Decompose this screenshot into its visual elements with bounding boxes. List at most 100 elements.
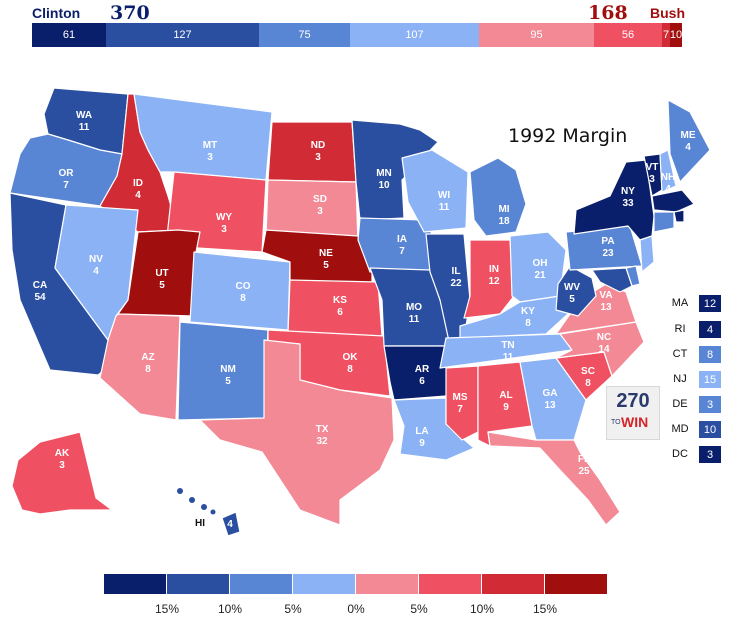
270towin-logo[interactable]: 270 TO WIN [606,386,660,440]
state-label-al: AL 9 [499,390,512,413]
right-candidate-name: Bush [650,5,685,21]
legend-swatch [230,574,292,594]
state-ks[interactable] [287,279,383,337]
state-label-ar: AR 6 [415,364,430,387]
state-label-oh: OH 21 [533,258,548,281]
state-label-ut: UT 5 [155,268,168,291]
state-label-wi: WI 11 [438,190,450,213]
small-state-ev-box: 3 [699,446,721,463]
small-state-ev-box: 15 [699,371,721,388]
state-label-ak: AK 3 [55,448,70,471]
legend-tick: 10% [469,602,495,616]
state-hi[interactable] [221,511,241,537]
state-ma[interactable] [651,189,695,213]
state-ak[interactable] [11,431,113,515]
legend-tick: 0% [347,602,365,616]
state-label-tn: TN 11 [501,340,514,363]
state-label-mi: MI 18 [498,204,510,227]
state-label-ks: KS 6 [333,295,347,318]
state-mt[interactable] [133,93,273,181]
ev-segment-r_tilt: 95 [479,23,594,47]
state-label-ny: NY 33 [621,186,635,209]
state-label-co: CO 8 [236,281,251,304]
state-me[interactable] [667,99,711,183]
state-label-hi-ev: 4 [227,519,233,530]
small-state-ev-box: 8 [699,346,721,363]
state-ct[interactable] [653,211,675,233]
state-label-wa: WA 11 [76,110,92,133]
state-label-il: IL 22 [450,266,462,289]
state-label-mn: MN 10 [376,168,392,191]
small-state-nj[interactable]: NJ 15 [667,371,729,389]
legend-tick: 5% [410,602,428,616]
ev-segment-d_safe: 61 [32,23,106,47]
state-label-la: LA 9 [415,426,428,449]
state-label-va: VA 13 [599,290,612,313]
state-wi[interactable] [401,149,469,233]
legend-swatch [545,574,607,594]
state-md[interactable] [591,267,633,293]
state-label-nv: NV 4 [89,254,103,277]
legend-tick: 15% [532,602,558,616]
state-mn[interactable] [351,119,439,221]
small-state-ct[interactable]: CT 8 [667,346,729,364]
state-label-wy: WY 3 [216,212,232,235]
state-label-ky: KY 8 [521,306,535,329]
ev-segment-r_lean: 56 [594,23,662,47]
state-label-ms: MS 7 [453,392,468,415]
state-mi[interactable] [469,157,527,237]
state-label-tx: TX 32 [316,424,329,447]
logo-number: 270 [616,390,650,412]
small-state-label: RI [674,323,686,335]
state-ri[interactable] [673,209,685,223]
small-state-de[interactable]: DE 3 [667,396,729,414]
state-label-wv: WV 5 [564,282,580,305]
small-state-ri[interactable]: RI 4 [667,321,729,339]
state-label-me: ME 4 [681,130,696,153]
state-nj[interactable] [639,235,655,273]
state-nh[interactable] [659,149,677,193]
state-label-fl: FL 25 [578,454,590,477]
electoral-segments: 61 127 75 107 95 56 7 10 [32,23,682,47]
legend-swatch [167,574,229,594]
small-state-ev-box: 4 [699,321,721,338]
state-tx[interactable] [199,339,395,526]
state-label-ca: CA 54 [33,280,47,303]
ev-segment-r_safe: 10 [670,23,682,47]
state-label-mo: MO 11 [406,302,422,325]
small-state-label: DC [672,448,688,460]
state-label-vt: VT 3 [646,162,659,185]
state-label-az: AZ 8 [141,352,154,375]
ev-segment-d_tilt: 107 [350,23,479,47]
left-candidate-name: Clinton [32,5,81,21]
small-state-ma[interactable]: MA 12 [667,295,729,313]
legend-swatch [482,574,544,594]
state-label-sd: SD 3 [313,194,327,217]
state-ny[interactable] [573,159,655,241]
state-label-ok: OK 8 [343,352,359,375]
map-title: 1992 Margin [508,125,628,147]
small-state-dc[interactable]: DC 3 [667,446,729,464]
state-nd[interactable] [267,121,357,183]
electoral-vote-bar: Clinton 370 168 Bush 61 127 75 107 95 56 7 10 [0,0,730,52]
logo-win: WIN [621,414,649,430]
state-label-nm: NM 5 [220,364,236,387]
small-state-md[interactable]: MD 10 [667,421,729,439]
state-az[interactable] [99,313,181,421]
small-state-label: CT [672,348,688,360]
logo-to: TO [611,419,621,426]
state-nc[interactable] [555,321,645,377]
ev-segment-d_lean: 75 [259,23,350,47]
small-state-label: MA [671,297,689,309]
small-state-ev-box: 12 [699,295,721,312]
state-label-nc: NC 14 [597,332,611,355]
ev-segment-r_likely: 7 [662,23,670,47]
state-label-hi: HI [195,518,205,529]
state-fl[interactable] [487,431,621,526]
legend-swatch [104,574,166,594]
left-candidate-total: 370 [110,2,150,24]
state-ms[interactable] [445,365,479,441]
state-label-ga: GA 13 [543,388,558,411]
state-ar[interactable] [383,345,451,401]
state-label-ne: NE 5 [319,248,333,271]
